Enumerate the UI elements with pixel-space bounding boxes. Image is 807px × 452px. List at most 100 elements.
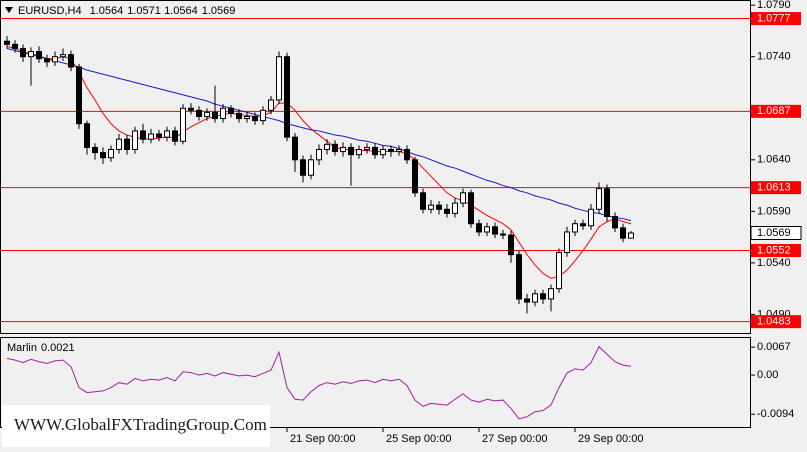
candle-body xyxy=(12,43,18,49)
candle-body xyxy=(204,111,210,117)
candle-body xyxy=(532,293,538,303)
candle-body xyxy=(612,216,618,229)
candle-body xyxy=(356,148,362,156)
main-panel xyxy=(0,0,751,334)
candle-body xyxy=(212,111,218,120)
candle-body xyxy=(260,109,266,122)
candle-body xyxy=(116,138,122,150)
candle-body xyxy=(268,99,274,111)
symbol: EURUSD,H4 xyxy=(18,5,82,17)
moving-average xyxy=(6,45,632,279)
level-label: 1.0687 xyxy=(757,105,791,117)
indicator-name: Marlin xyxy=(7,342,37,354)
indicator-value: 0.0021 xyxy=(41,342,75,354)
candle-body xyxy=(564,231,570,254)
candle-body xyxy=(84,123,90,148)
candle-body xyxy=(380,148,386,156)
moving-average xyxy=(6,47,632,222)
watermark: WWW.GlobalFXTradingGroup.Com xyxy=(14,415,267,434)
candle-body xyxy=(188,107,194,111)
watermark-box xyxy=(2,405,270,447)
candle-body xyxy=(196,109,202,117)
y-tick-label: 1.0740 xyxy=(757,51,791,63)
low-value: 1.0564 xyxy=(164,5,198,17)
candle-body xyxy=(388,148,394,153)
candle-body xyxy=(556,252,562,290)
y-tick-label: 1.0640 xyxy=(757,154,791,166)
candle-body xyxy=(172,130,178,142)
candle-body xyxy=(244,115,250,120)
candle-body xyxy=(436,204,442,210)
candle-body xyxy=(468,192,474,225)
candle-body xyxy=(68,54,74,68)
candle-body xyxy=(572,223,578,233)
candle-body xyxy=(36,51,42,60)
candle-body xyxy=(324,143,330,150)
candle-body xyxy=(428,204,434,210)
candle-body xyxy=(476,223,482,233)
close-value: 1.0569 xyxy=(202,5,236,17)
candle-body xyxy=(500,233,506,236)
candle-body xyxy=(76,66,82,125)
candle-body xyxy=(180,107,186,142)
candle-body xyxy=(44,58,50,63)
level-label-box xyxy=(751,181,801,195)
x-tick-label: 29 Sep 00:00 xyxy=(578,433,643,445)
x-tick-label: 21 Sep 00:00 xyxy=(290,433,355,445)
candle-body xyxy=(156,133,162,138)
candle-body xyxy=(516,254,522,300)
candle-body xyxy=(140,130,146,140)
level-label-box xyxy=(751,104,801,118)
candle-body xyxy=(596,188,602,210)
candle-body xyxy=(540,293,546,300)
candle-body xyxy=(364,146,370,150)
candle-body xyxy=(276,56,282,101)
y-tick-label: 1.0590 xyxy=(757,205,791,217)
level-label-box xyxy=(751,244,801,258)
plot-layer: 1.07901.07401.06401.05901.05401.04900.00… xyxy=(1,0,802,445)
candle-body xyxy=(300,159,306,176)
high-value: 1.0571 xyxy=(127,5,161,17)
candle-body xyxy=(628,232,634,239)
candle-body xyxy=(620,227,626,239)
candle-body xyxy=(292,136,298,161)
indicator-header: Marlin 0.0021 xyxy=(7,342,75,354)
candle-body xyxy=(60,54,66,58)
candle-body xyxy=(508,234,514,256)
candle-body xyxy=(308,159,314,176)
candle-body xyxy=(92,146,98,154)
candle-body xyxy=(460,192,466,204)
candle-body xyxy=(4,40,10,45)
candle-body xyxy=(236,112,242,120)
candle-body xyxy=(420,192,426,210)
candle-body xyxy=(228,107,234,114)
header: EURUSD,H4 1.0564 1.0571 1.0564 1.0569 xyxy=(18,5,235,17)
candle-body xyxy=(484,226,490,233)
candle-body xyxy=(100,152,106,159)
x-tick-label: 27 Sep 00:00 xyxy=(482,433,547,445)
indicator-line xyxy=(6,345,632,420)
candle-body xyxy=(444,208,450,214)
menu-arrow xyxy=(5,7,13,13)
candle-body xyxy=(492,226,498,235)
y-tick-label: 1.0540 xyxy=(757,257,791,269)
candle-body xyxy=(164,130,170,138)
level-label-box xyxy=(751,315,801,329)
candle-body xyxy=(412,159,418,194)
candle-body xyxy=(452,202,458,214)
candle-body xyxy=(124,138,130,150)
candle-body xyxy=(548,288,554,300)
candle-body xyxy=(396,148,402,153)
candle-body xyxy=(108,148,114,159)
candle-body xyxy=(252,115,258,122)
candle-body xyxy=(52,56,58,63)
level-label: 1.0483 xyxy=(757,316,791,328)
candle-body xyxy=(372,146,378,156)
open-value: 1.0564 xyxy=(90,5,124,17)
candle-body xyxy=(588,208,594,227)
candle-body xyxy=(148,133,154,140)
price-label-box xyxy=(750,225,802,240)
candle-body xyxy=(132,130,138,150)
